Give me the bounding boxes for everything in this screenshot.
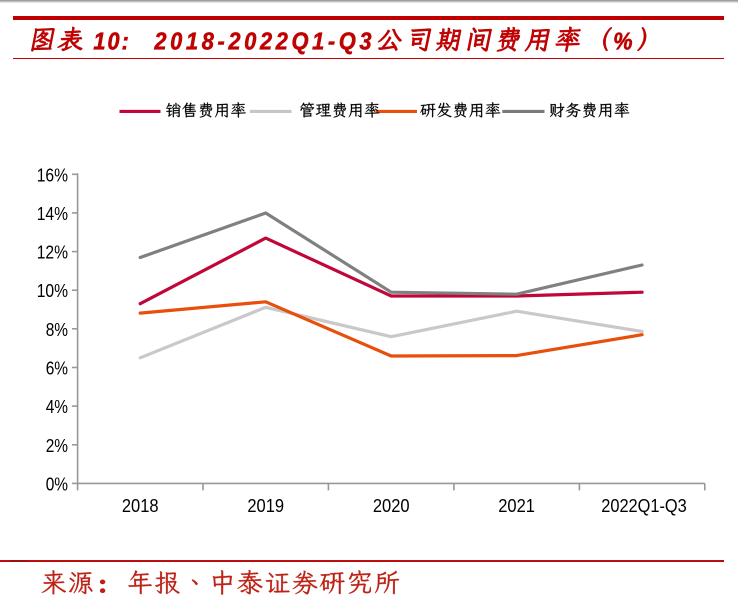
svg-text:2020: 2020 xyxy=(373,496,410,516)
svg-text:8%: 8% xyxy=(46,320,68,340)
svg-text:2021: 2021 xyxy=(498,496,535,516)
svg-text:16%: 16% xyxy=(37,165,68,185)
svg-text:12%: 12% xyxy=(37,243,68,263)
svg-text:2022Q1-Q3: 2022Q1-Q3 xyxy=(601,496,687,516)
svg-text:2%: 2% xyxy=(46,436,68,456)
svg-text:0%: 0% xyxy=(46,474,68,494)
svg-text:10%: 10% xyxy=(37,281,68,301)
svg-text:2018: 2018 xyxy=(122,496,159,516)
svg-text:4%: 4% xyxy=(46,397,68,417)
svg-text:2019: 2019 xyxy=(247,496,284,516)
svg-text:6%: 6% xyxy=(46,359,68,379)
svg-text:14%: 14% xyxy=(37,204,68,224)
